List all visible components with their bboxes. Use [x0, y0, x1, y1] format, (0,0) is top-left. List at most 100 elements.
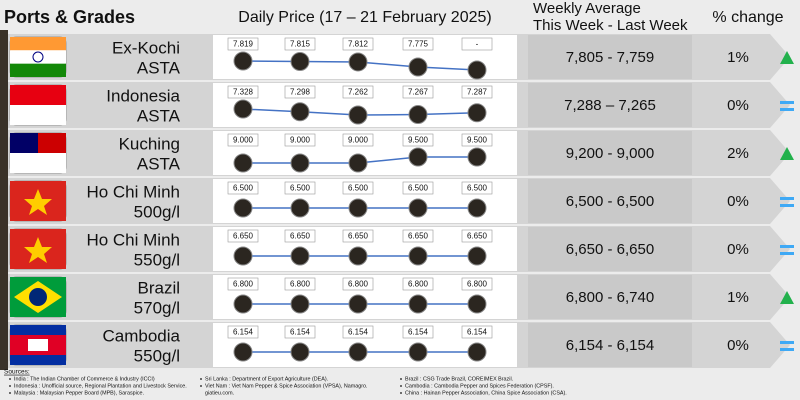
- grade-name: 550g/l: [134, 250, 180, 269]
- price-label-box: [461, 85, 493, 99]
- price-dot: [467, 147, 487, 167]
- price-label: 6.154: [348, 328, 369, 337]
- price-label: 7.328: [233, 88, 254, 97]
- percent-change: 1%: [727, 49, 749, 66]
- flag-stripe: [10, 37, 66, 51]
- price-label: 9.000: [290, 136, 311, 145]
- source-line: Sri Lanka : Department of Export Agricul…: [205, 376, 328, 382]
- price-label-box: [461, 181, 493, 195]
- weekly-panel: [528, 35, 692, 79]
- price-label-box: [227, 133, 259, 147]
- weekly-panel: [528, 83, 692, 127]
- weekly-panel: [528, 227, 692, 271]
- daily-title: Daily Price (17 – 21 February 2025): [238, 9, 491, 26]
- price-label: 7.819: [233, 40, 254, 49]
- price-label: 6.500: [408, 184, 429, 193]
- price-label: 7.287: [467, 88, 488, 97]
- price-label-box: [461, 37, 493, 51]
- weekly-average: 7,805 - 7,759: [566, 49, 654, 66]
- weekly-subtitle: This Week - Last Week: [533, 17, 688, 34]
- price-dot: [408, 198, 428, 218]
- price-dot: [467, 60, 487, 80]
- price-label-box: [342, 277, 374, 291]
- flag-star: [24, 237, 52, 263]
- trend-equal: [780, 101, 794, 104]
- weekly-title: Weekly Average: [533, 0, 641, 17]
- trend-equal: [780, 348, 794, 351]
- weekly-average: 9,200 - 9,000: [566, 145, 654, 162]
- price-dot: [290, 342, 310, 362]
- price-dot: [290, 153, 310, 173]
- price-label: 9.500: [408, 136, 429, 145]
- price-label: 6.650: [408, 232, 429, 241]
- price-dot: [233, 99, 253, 119]
- price-label: 7.267: [408, 88, 429, 97]
- percent-change: 0%: [727, 337, 749, 354]
- price-dot: [467, 342, 487, 362]
- price-label: 9.000: [233, 136, 254, 145]
- price-label-box: [461, 229, 493, 243]
- sources-title: Sources:: [4, 369, 30, 376]
- price-label-box: [284, 277, 316, 291]
- price-label: 7.262: [348, 88, 369, 97]
- price-label-box: [402, 277, 434, 291]
- trend-equal: [780, 341, 794, 344]
- price-dot: [348, 153, 368, 173]
- price-label-box: [284, 37, 316, 51]
- source-bullet: [400, 378, 402, 380]
- price-label: 6.800: [290, 280, 311, 289]
- price-label-box: [342, 37, 374, 51]
- price-label-box: [402, 37, 434, 51]
- trend-up: [780, 291, 794, 304]
- source-bullet: [200, 385, 202, 387]
- ports-title: Ports & Grades: [4, 7, 135, 27]
- price-label: 6.500: [233, 184, 254, 193]
- price-dot: [233, 153, 253, 173]
- price-dot: [408, 147, 428, 167]
- price-label: 7.775: [408, 40, 429, 49]
- weekly-panel: [528, 179, 692, 223]
- price-label: 7.815: [290, 40, 311, 49]
- trend-up: [780, 51, 794, 64]
- price-label-box: [342, 85, 374, 99]
- flag-stripe: [10, 325, 66, 335]
- price-label-box: [227, 85, 259, 99]
- weekly-average: 7,288 – 7,265: [564, 97, 656, 114]
- weekly-panel: [528, 131, 692, 175]
- trend-equal: [780, 197, 794, 200]
- price-label-box: [284, 85, 316, 99]
- price-label: 6.500: [348, 184, 369, 193]
- grade-name: ASTA: [137, 58, 181, 77]
- price-label: 6.154: [233, 328, 254, 337]
- source-line: Brazil : CSG Trade Brazil, COREIMEX Braz…: [405, 376, 513, 382]
- price-label: 9.500: [467, 136, 488, 145]
- flag-temple: [28, 339, 48, 351]
- price-dot: [290, 52, 310, 72]
- price-dot: [408, 57, 428, 77]
- pepper-strip: [0, 30, 8, 370]
- price-dot: [467, 103, 487, 123]
- price-label: 6.154: [290, 328, 311, 337]
- trend-equal: [780, 108, 794, 111]
- source-bullet: [200, 378, 202, 380]
- trend-up: [780, 147, 794, 160]
- source-line: Malaysia : Malaysian Pepper Board (MPB),…: [14, 390, 144, 396]
- grade-name: 550g/l: [134, 346, 180, 365]
- flag-stripe: [10, 105, 66, 125]
- price-dot: [348, 105, 368, 125]
- price-label: 6.650: [348, 232, 369, 241]
- price-label: -: [476, 40, 479, 49]
- price-label-box: [284, 133, 316, 147]
- price-label-box: [461, 325, 493, 339]
- port-name: Ho Chi Minh: [86, 230, 180, 249]
- source-bullet: [400, 385, 402, 387]
- price-label: 7.812: [348, 40, 369, 49]
- price-label-box: [284, 181, 316, 195]
- source-line: India : The Indian Chamber of Commerce &…: [14, 376, 155, 382]
- port-name: Cambodia: [103, 326, 181, 345]
